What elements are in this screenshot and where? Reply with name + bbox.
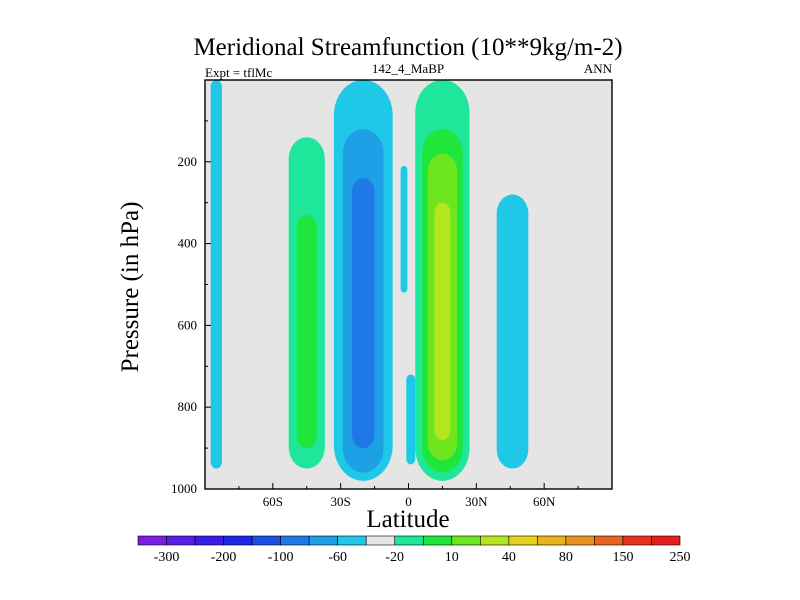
colorbar-swatch [194,535,224,546]
colorbar-label: 40 [502,550,516,565]
colorbar-label: 10 [445,550,459,565]
season-label: ANN [584,61,613,76]
colorbar-label: -300 [154,550,180,565]
experiment-label: Expt = tflMc [205,65,272,80]
y-axis-label: Pressure (in hPa) [117,202,144,373]
colorbar-label: -100 [268,550,294,565]
tropical-south-cell [333,80,393,481]
colorbar-swatch [394,535,424,546]
colorbar-swatch [365,535,396,546]
equatorial-lower-sliver [406,374,416,465]
colorbar-swatch [166,535,196,546]
colorbar-swatch [223,535,253,546]
colorbar-label: -20 [385,550,404,565]
chart-title: Meridional Streamfunction (10**9kg/m-2) [193,34,622,61]
colorbar-swatch [251,535,281,546]
colorbar-swatch [508,535,538,546]
colorbar-label: -60 [328,550,347,565]
polar-south-cell [210,80,222,469]
equatorial-upper-sliver [400,165,408,293]
colorbar-swatch [537,535,567,546]
y-tick-label: 800 [178,399,198,414]
colorbar-swatch [451,535,481,546]
ferrel-south-cell-level-1 [296,214,317,449]
colorbar-swatch [565,535,595,546]
y-tick-label: 200 [178,154,198,169]
tropical-north-cell [415,80,470,481]
colorbar-label: 150 [612,550,633,565]
axis-ticks: 60S 30S 0 30N 60N 200 400 600 800 1000 [171,120,613,509]
colorbar-swatch [137,535,167,546]
colorbar-swatch [622,535,652,546]
colorbar-swatch [422,535,453,546]
colorbar-label: 80 [559,550,573,565]
run-label: 142_4_MaBP [372,61,444,76]
ferrel-north-cell [496,194,529,469]
tropical-south-cell-level-2 [351,178,375,449]
colorbar-swatch [308,535,338,546]
equatorial-upper-sliver-level-0 [400,165,408,293]
ferrel-north-cell-level-0 [496,194,529,469]
y-tick-label: 600 [178,317,198,332]
y-tick-label: 400 [178,236,198,251]
colorbar-label: 250 [670,550,691,565]
x-tick-label: 0 [405,494,412,509]
colorbar-swatch [280,535,310,546]
colorbar-label: -200 [211,550,237,565]
contour-fills [210,80,529,481]
colorbar: -300 -200 -100 -60 -20 10 40 80 150 250 [137,535,691,565]
x-tick-label: 30S [331,494,351,509]
colorbar-swatch [651,535,681,546]
colorbar-swatch [337,535,367,546]
colorbar-swatch [594,535,624,546]
x-tick-label: 30N [465,494,488,509]
ferrel-south-cell [288,137,325,469]
polar-south-cell-level-0 [210,80,222,469]
x-tick-label: 60S [263,494,283,509]
colorbar-swatch [480,535,510,546]
x-tick-label: 60N [533,494,556,509]
equatorial-lower-sliver-level-0 [406,374,416,465]
tropical-north-cell-level-3 [434,202,451,440]
y-tick-label: 1000 [171,481,197,496]
x-axis-label: Latitude [366,506,449,533]
